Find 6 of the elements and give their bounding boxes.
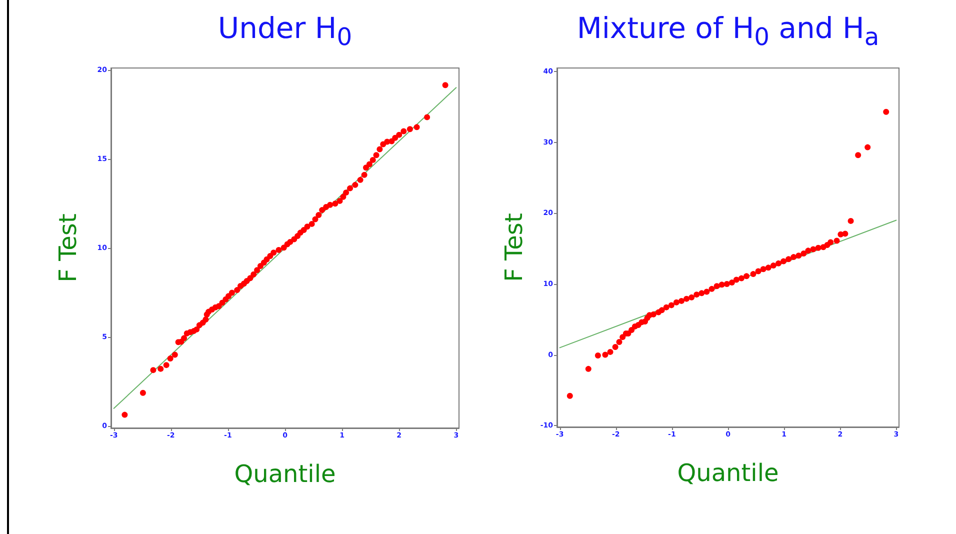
y-axis-title: F Test (500, 213, 528, 282)
chart-title: Mixture of H$_{0}$ and H$_{a}$ (576, 10, 880, 53)
chart-title: Under H$_{0}$ (216, 10, 354, 53)
x-axis-title: Quantile (677, 459, 779, 487)
x-axis-title: Quantile (234, 460, 336, 488)
y-axis-title: F Test (54, 214, 82, 282)
